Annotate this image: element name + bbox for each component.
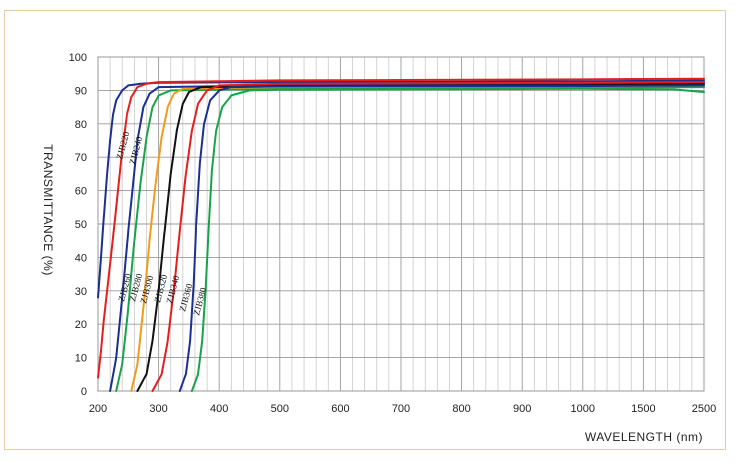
tick-label-layer: 200 300 400 500 600 700 800 900 1000 1500 2500 0 10 2…: [69, 52, 717, 415]
y-tick-label: 10: [75, 353, 87, 365]
y-tick-label: 80: [75, 119, 87, 131]
y-tick-label: 20: [75, 319, 87, 331]
series-line-zjb340: [151, 81, 705, 392]
series-line-zjb360: [178, 84, 705, 392]
y-tick-label: 50: [75, 219, 87, 231]
x-tick-label: 1000: [571, 403, 595, 415]
y-tick-label: 100: [69, 52, 87, 64]
x-tick-label: 800: [452, 403, 470, 415]
grid-layer: [97, 56, 705, 392]
x-tick-label: 700: [392, 403, 410, 415]
series-line-zjb220: [97, 79, 705, 299]
y-tick-label: 70: [75, 152, 87, 164]
y-tick-label: 30: [75, 286, 87, 298]
series-line-zjb380: [190, 87, 706, 392]
series-line-zjb260: [109, 81, 705, 392]
x-tick-label: 1500: [631, 403, 655, 415]
curve-label-zjb240: ZJB240: [127, 135, 144, 166]
y-tick-label: 90: [75, 85, 87, 97]
y-tick-label: 0: [81, 386, 87, 398]
chart-frame: [4, 10, 726, 450]
series-layer: [97, 77, 706, 392]
x-tick-label: 900: [513, 403, 531, 415]
x-tick-label: 200: [89, 403, 107, 415]
x-axis-title: WAVELENGTH (nm): [585, 430, 703, 444]
y-tick-label: 60: [75, 186, 87, 198]
series-line-zjb300: [130, 84, 705, 392]
x-tick-label: 300: [149, 403, 167, 415]
x-tick-label: 2500: [692, 403, 716, 415]
series-line-zjb280: [115, 86, 705, 392]
series-line-zjb240: [97, 77, 705, 379]
y-tick-label: 40: [75, 252, 87, 264]
y-axis-title: TRANSMITTANCE (%): [41, 144, 55, 276]
x-tick-label: 400: [210, 403, 228, 415]
x-tick-label: 500: [271, 403, 289, 415]
x-tick-label: 600: [331, 403, 349, 415]
